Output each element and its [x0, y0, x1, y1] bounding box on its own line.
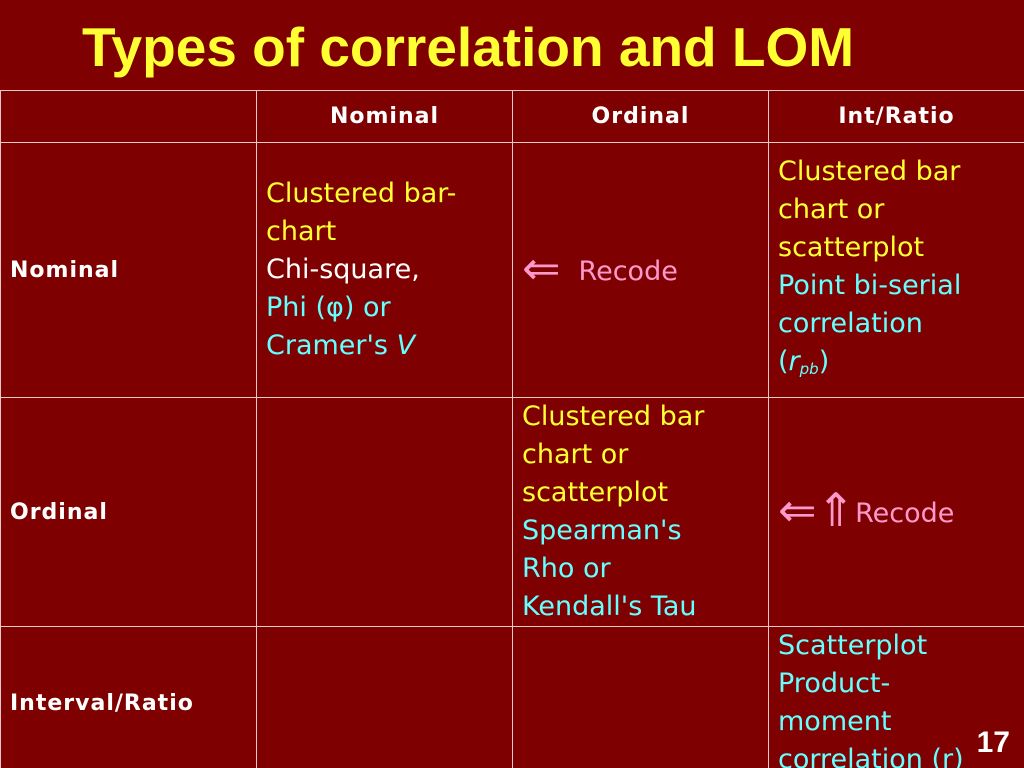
- cell-text: Cramer's: [266, 330, 397, 361]
- cell-text: Clustered bar-: [266, 178, 457, 209]
- cell-nominal-int-ratio: Clustered bar chart or scatterplot Point…: [768, 142, 1024, 398]
- cell-nominal-nominal: Clustered bar- chart Chi-square, Phi (φ)…: [256, 142, 513, 398]
- cell-text-italic: V: [396, 330, 416, 361]
- column-header-int-ratio: Int/Ratio: [768, 90, 1024, 143]
- left-arrow-icon: ⇐: [522, 241, 561, 295]
- cell-text: Rho or: [522, 553, 611, 584]
- cell-text: Kendall's Tau: [522, 591, 697, 622]
- table-header-row: Nominal Ordinal Int/Ratio: [0, 90, 1024, 143]
- cell-interval-ordinal: [512, 626, 769, 768]
- cell-interval-nominal: [256, 626, 513, 768]
- cell-text: Clustered bar: [778, 155, 961, 187]
- cell-subscript: pb: [799, 359, 819, 378]
- cell-text: ): [818, 345, 830, 377]
- cell-nominal-ordinal: ⇐ Recode: [512, 142, 769, 398]
- cell-text: correlation: [778, 307, 923, 339]
- recode-label: Recode: [578, 256, 678, 287]
- lom-correlation-table: Nominal Ordinal Int/Ratio Nominal Cluste…: [0, 90, 1024, 768]
- row-header-ordinal: Ordinal: [0, 397, 257, 627]
- cell-text: Clustered bar: [522, 401, 705, 432]
- corner-cell: [0, 90, 257, 143]
- slide-title: Types of correlation and LOM: [82, 16, 855, 78]
- table-row-ordinal: Ordinal Clustered bar chart or scatterpl…: [0, 397, 1024, 627]
- cell-text: moment: [778, 706, 892, 737]
- table-row-interval-ratio: Interval/Ratio Scatterplot Product- mome…: [0, 626, 1024, 768]
- table-row-nominal: Nominal Clustered bar- chart Chi-square,…: [0, 142, 1024, 398]
- row-header-nominal: Nominal: [0, 142, 257, 398]
- cell-text: Phi (φ) or: [266, 292, 391, 323]
- cell-text: Point bi-serial: [778, 269, 962, 301]
- column-header-nominal: Nominal: [256, 90, 513, 143]
- cell-text: Spearman's: [522, 515, 682, 546]
- cell-text: scatterplot: [522, 477, 669, 508]
- page-number: 17: [976, 726, 1010, 759]
- recode-label: Recode: [855, 498, 955, 529]
- cell-text: chart or: [778, 193, 885, 225]
- cell-text: (: [778, 345, 789, 377]
- cell-text: chart: [266, 216, 337, 247]
- cell-text: Chi-square,: [266, 254, 420, 285]
- cell-text: Product-: [778, 668, 891, 699]
- cell-ordinal-ordinal: Clustered bar chart or scatterplot Spear…: [512, 397, 769, 627]
- cell-text: Scatterplot: [778, 630, 928, 661]
- left-up-double-arrow-icon: ⇐⇑: [778, 483, 856, 537]
- cell-text: chart or: [522, 439, 629, 470]
- row-header-interval-ratio: Interval/Ratio: [0, 626, 257, 768]
- cell-text: scatterplot: [778, 231, 925, 263]
- cell-text: correlation (r): [778, 744, 964, 768]
- cell-ordinal-int-ratio: ⇐⇑Recode: [768, 397, 1024, 627]
- cell-ordinal-nominal: [256, 397, 513, 627]
- column-header-ordinal: Ordinal: [512, 90, 769, 143]
- cell-text-italic: r: [788, 345, 800, 377]
- cell-interval-int-ratio: Scatterplot Product- moment correlation …: [768, 626, 1024, 768]
